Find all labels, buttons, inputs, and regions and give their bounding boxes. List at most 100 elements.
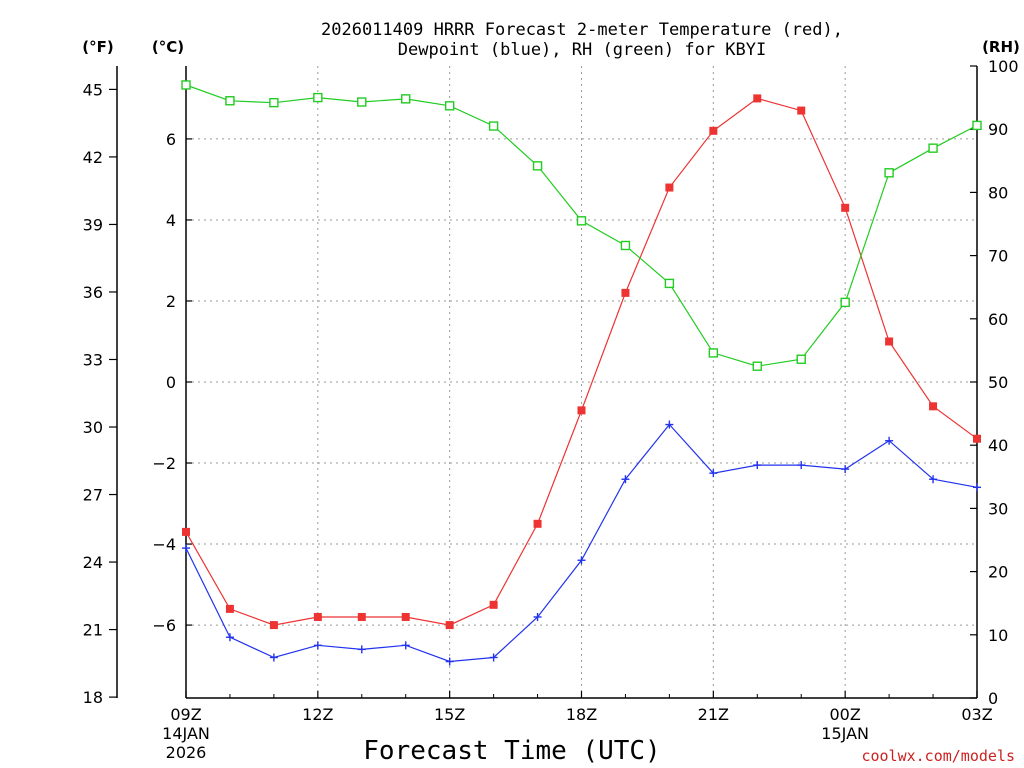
fahrenheit-tick-label: 30 [83, 418, 103, 437]
relative-humidity-point [225, 96, 235, 106]
chart-title-line2: Dewpoint (blue), RH (green) for KBYI [398, 40, 766, 60]
celsius-unit-label: (°C) [152, 38, 184, 56]
temperature-point [182, 527, 190, 536]
time-tick-label: 03Z [961, 705, 992, 724]
relative-humidity-point [664, 278, 675, 289]
rh-tick-label: 40 [988, 436, 1008, 455]
dewpoint-point [445, 657, 454, 666]
temperature-point [709, 126, 718, 135]
dewpoint-point [577, 556, 586, 565]
temperature-point [885, 337, 894, 346]
fahrenheit-unit-label: (°F) [82, 38, 113, 56]
rh-unit-label: (RH) [982, 38, 1020, 56]
rh-tick-label: 80 [988, 183, 1008, 202]
temperature-point [577, 406, 586, 415]
fahrenheit-tick-label: 18 [83, 688, 103, 707]
temperature-point [753, 94, 762, 103]
relative-humidity-point [357, 97, 367, 107]
dewpoint-point [797, 461, 806, 470]
relative-humidity-point [313, 92, 323, 103]
relative-humidity-point [752, 361, 762, 371]
celsius-tick-label: −2 [152, 454, 176, 473]
relative-humidity-point [401, 94, 411, 104]
relative-humidity-point [972, 120, 982, 131]
fahrenheit-tick-label: 33 [83, 350, 103, 369]
temperature-point [313, 612, 322, 621]
dewpoint-point [182, 544, 190, 553]
fahrenheit-tick-label: 45 [83, 80, 103, 99]
x-axis-title: Forecast Time (UTC) [363, 736, 660, 766]
dewpoint-point [885, 436, 894, 445]
rh-tick-label: 50 [988, 373, 1008, 392]
date-tick-label: 15JAN [821, 724, 869, 743]
time-tick-label: 15Z [434, 705, 465, 724]
year-tick-label: 2026 [166, 743, 207, 762]
rh-tick-label: 100 [988, 57, 1019, 76]
temperature-point [445, 621, 454, 630]
rh-tick-label: 30 [988, 499, 1008, 518]
celsius-tick-label: −6 [152, 616, 176, 635]
dewpoint-point [753, 461, 762, 470]
rh-tick-label: 90 [988, 120, 1008, 139]
relative-humidity-point [532, 161, 543, 171]
temperature-point [929, 402, 938, 411]
celsius-tick-label: 2 [166, 292, 176, 311]
temperature-point [225, 604, 234, 613]
temperature-point [269, 621, 278, 630]
fahrenheit-tick-label: 42 [83, 148, 103, 167]
rh-tick-label: 10 [988, 626, 1008, 645]
dewpoint-point [269, 653, 278, 662]
temperature-point [401, 612, 410, 621]
relative-humidity-point [928, 143, 938, 153]
dewpoint-point [401, 641, 410, 650]
date-tick-label: 14JAN [162, 724, 210, 743]
dewpoint-point [313, 641, 322, 650]
celsius-tick-label: 0 [166, 373, 176, 392]
temperature-point [357, 612, 366, 621]
rh-tick-label: 20 [988, 563, 1008, 582]
dewpoint-point [533, 612, 542, 621]
rh-tick-label: 60 [988, 310, 1008, 329]
relative-humidity-point [488, 121, 499, 131]
relative-humidity-point [269, 97, 279, 108]
fahrenheit-tick-label: 27 [83, 486, 103, 505]
rh-tick-label: 0 [988, 689, 998, 708]
fahrenheit-tick-label: 21 [83, 621, 103, 640]
time-tick-label: 12Z [302, 705, 333, 724]
fahrenheit-tick-label: 36 [83, 283, 103, 302]
time-tick-label: 21Z [698, 705, 729, 724]
dewpoint-point [225, 633, 234, 642]
time-tick-label: 09Z [170, 705, 201, 724]
fahrenheit-tick-label: 39 [83, 215, 103, 234]
relative-humidity-point [884, 168, 894, 178]
fahrenheit-tick-label: 24 [83, 553, 103, 572]
data-series [181, 80, 982, 666]
dewpoint-point [841, 465, 850, 474]
relative-humidity-point [576, 216, 587, 226]
grid-lines [186, 66, 977, 698]
temperature-point [797, 106, 806, 115]
temperature-point [533, 519, 542, 528]
temperature-point [621, 288, 630, 297]
temperature-point [841, 203, 850, 212]
dewpoint-point [489, 653, 498, 662]
relative-humidity-point [708, 348, 719, 358]
temperature-point [665, 183, 674, 192]
temperature-point [489, 600, 498, 609]
dewpoint-point [357, 645, 366, 654]
celsius-tick-label: −4 [152, 535, 176, 554]
dewpoint-point [665, 420, 674, 429]
time-tick-label: 18Z [566, 705, 597, 724]
relative-humidity-point [620, 240, 631, 251]
dewpoint-point [973, 483, 981, 492]
time-tick-label: 00Z [830, 705, 861, 724]
chart-title-line1: 2026011409 HRRR Forecast 2-meter Tempera… [321, 20, 843, 40]
rh-tick-label: 70 [988, 247, 1008, 266]
relative-humidity-point [840, 297, 850, 308]
relative-humidity-point [444, 101, 455, 111]
relative-humidity-point [181, 80, 191, 90]
source-credit: coolwx.com/models [861, 747, 1015, 765]
relative-humidity-point [796, 354, 806, 364]
